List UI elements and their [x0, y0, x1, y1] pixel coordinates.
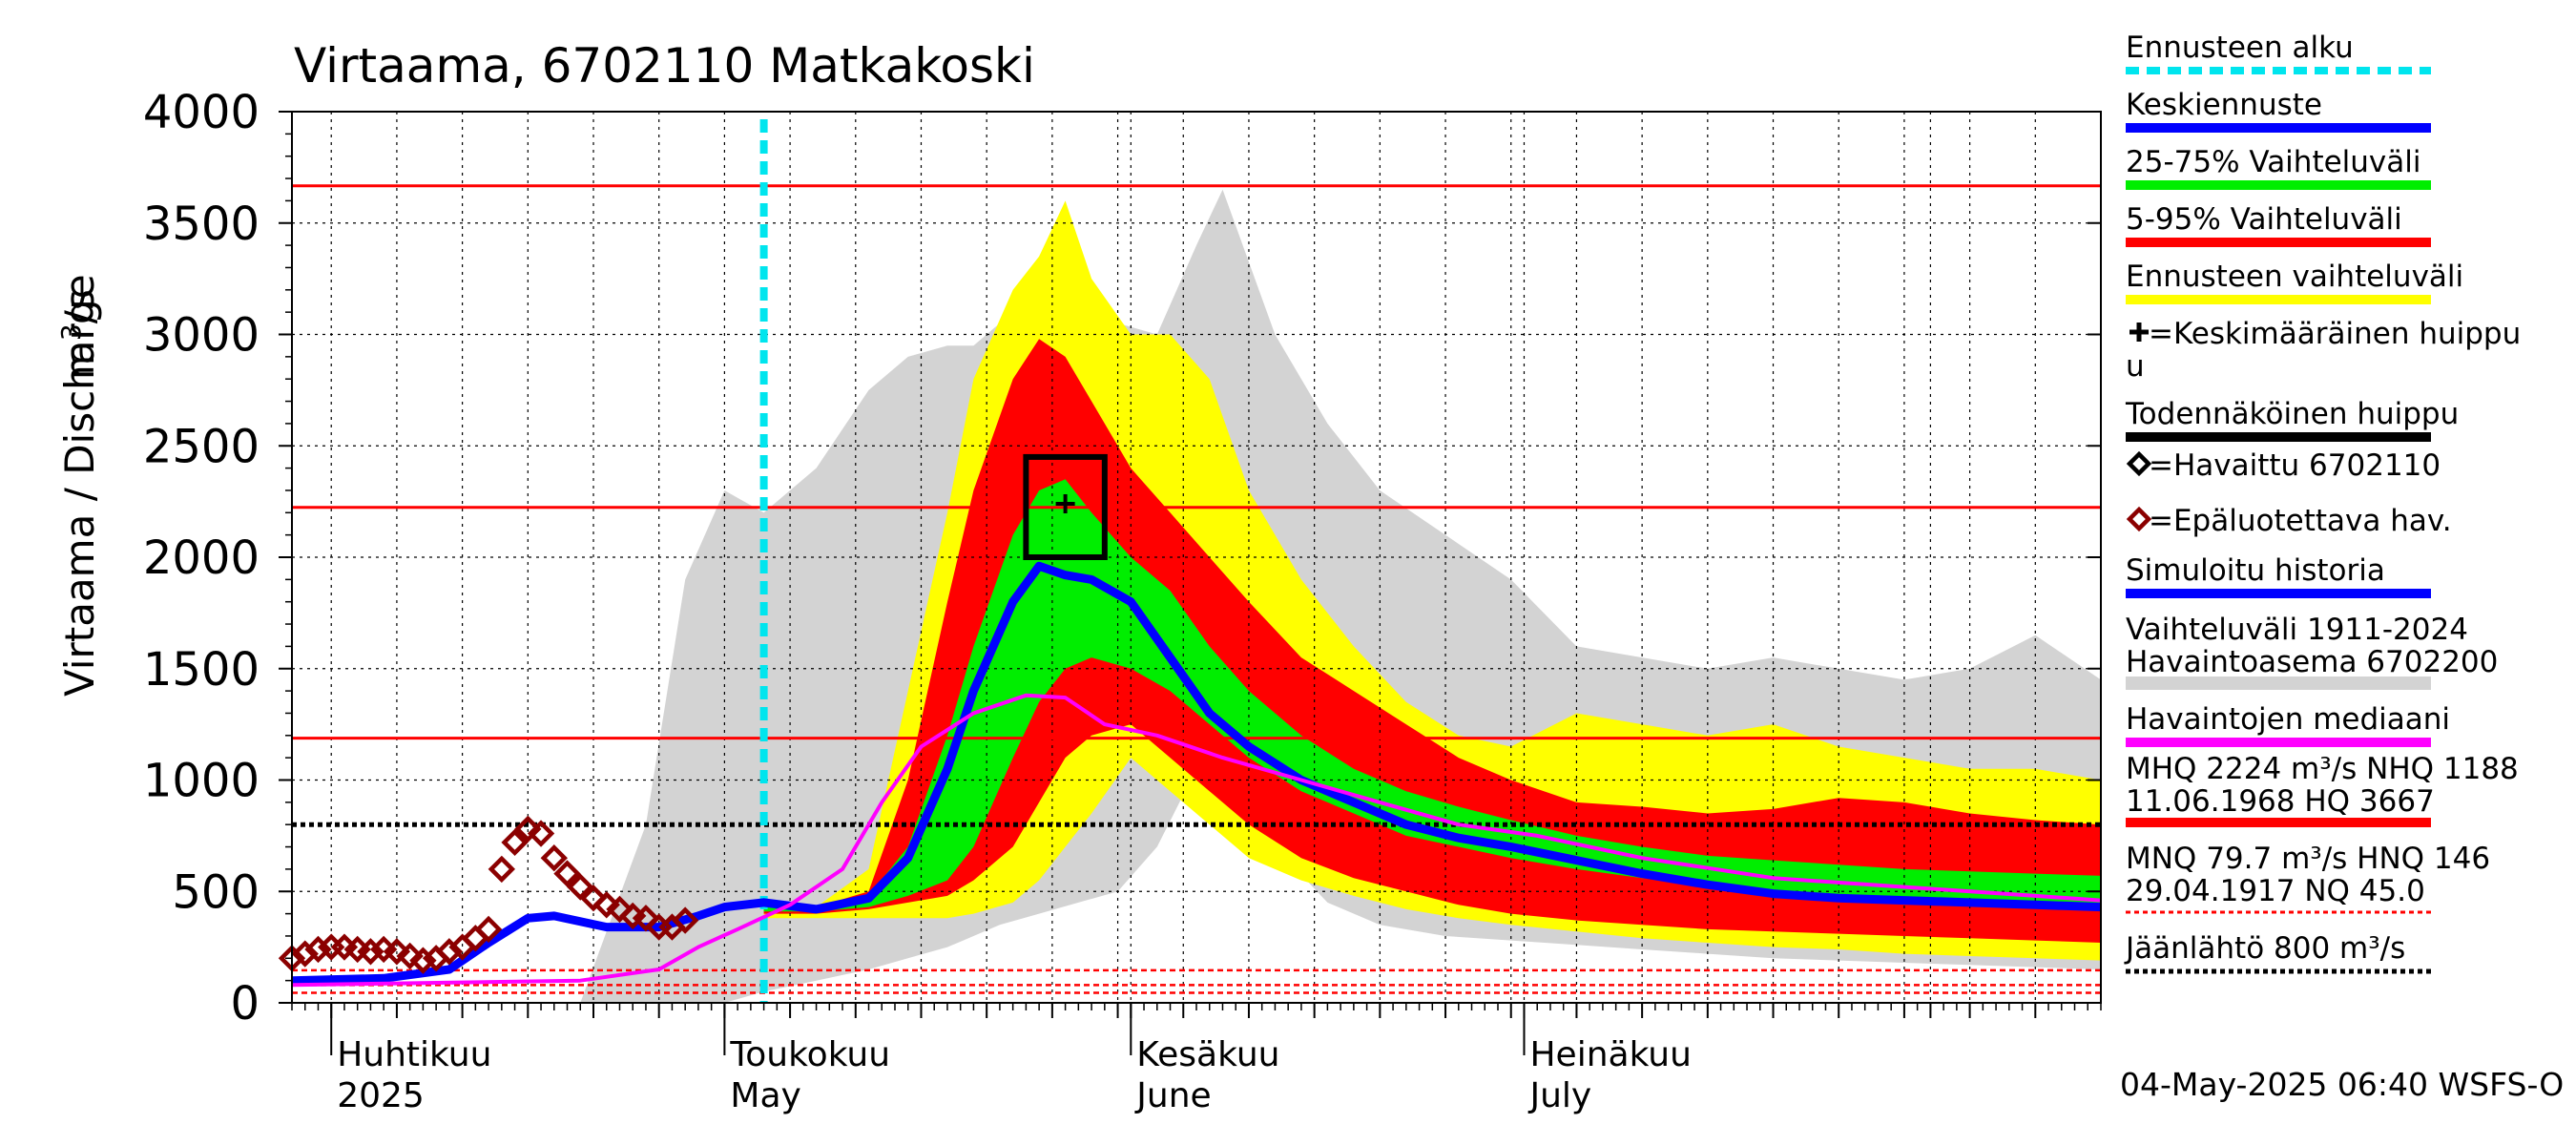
lines-layer — [292, 561, 2101, 988]
legend-label: =Havaittu 6702110 — [2149, 448, 2441, 483]
timestamp-label: 04-May-2025 06:40 WSFS-O — [2120, 1066, 2564, 1103]
legend-label: MHQ 2224 m³/s NHQ 1188 — [2126, 752, 2519, 786]
observation-point — [514, 815, 542, 843]
legend-label-wrap: u — [2126, 349, 2145, 384]
observation-point — [671, 906, 699, 934]
observation-point — [592, 891, 620, 919]
y-axis-label: Virtaama / Discharge — [56, 274, 103, 697]
mean-peak-marker — [1055, 493, 1075, 513]
legend-label: Keskiennuste — [2126, 88, 2322, 122]
legend-label: Vaihteluväli 1911-2024 — [2126, 613, 2468, 647]
legend-label-2: 11.06.1968 HQ 3667 — [2126, 784, 2435, 819]
legend-item-9: Simuloitu historia — [2126, 553, 2431, 598]
legend-label: =Epäluotettava hav. — [2149, 504, 2452, 538]
observation-point — [632, 905, 660, 932]
y-tick-label: 4000 — [143, 86, 260, 139]
y-tick-label: 1500 — [143, 643, 260, 697]
observation-point — [567, 873, 594, 901]
series-line-2 — [292, 693, 2101, 988]
axes-layer — [279, 111, 2102, 1055]
x-month-label-fi: Toukokuu — [729, 1035, 890, 1074]
y-tick-label: 2000 — [143, 531, 260, 585]
legend-item-11: Havaintojen mediaani — [2126, 702, 2450, 747]
legend-label: Ennusteen vaihteluväli — [2126, 260, 2463, 294]
legend-label-2: Havaintoasema 6702200 — [2126, 645, 2498, 679]
y-tick-label: 1000 — [143, 755, 260, 808]
band-2 — [763, 339, 2101, 943]
x-month-label-fi: Heinäkuu — [1529, 1035, 1691, 1074]
observation-point — [474, 915, 503, 944]
observation-point — [553, 860, 581, 887]
x-month-label-en: 2025 — [337, 1076, 425, 1115]
x-month-label-fi: Huhtikuu — [337, 1035, 491, 1074]
observation-point — [409, 947, 437, 974]
legend-label: Havaintojen mediaani — [2126, 702, 2450, 737]
likely-peak-box — [1023, 453, 1108, 560]
series-line-1 — [292, 898, 769, 986]
text-layer: Virtaama, 6702110 Matkakoski 04-May-2025… — [55, 38, 2564, 1115]
legend-item-0: Ennusteen alku — [2126, 31, 2431, 74]
observation-point — [396, 942, 424, 970]
legend-label: 5-95% Vaihteluväli — [2126, 202, 2402, 237]
legend-item-10: Vaihteluväli 1911-2024 Havaintoasema 670… — [2126, 613, 2498, 690]
y-tick-label: 3000 — [143, 309, 260, 363]
observation-point — [383, 938, 411, 966]
x-month-label-en: May — [730, 1076, 800, 1115]
y-tick-label: 500 — [172, 865, 260, 919]
series-line-0 — [759, 561, 2101, 914]
x-month-label-en: July — [1527, 1076, 1591, 1115]
legend-plus-icon — [2129, 323, 2149, 342]
points-layer — [278, 453, 1108, 974]
legend-diamond-icon — [2126, 450, 2152, 477]
observation-point — [527, 820, 555, 847]
y-tick-label: 2500 — [143, 420, 260, 473]
y-tick-label: 3500 — [143, 198, 260, 251]
legend-label-2: 29.04.1917 NQ 45.0 — [2126, 874, 2425, 908]
legend-item-14: Jäänlähtö 800 m³/s — [2124, 931, 2431, 974]
legend-label: Ennusteen alku — [2126, 31, 2354, 65]
x-month-label-fi: Kesäkuu — [1136, 1035, 1279, 1074]
y-axis-unit: m3/s — [55, 289, 103, 380]
legend-item-8: =Epäluotettava hav. — [2126, 504, 2452, 538]
y-tick-label: 0 — [230, 977, 260, 1030]
observation-point — [304, 935, 332, 964]
reference-lines-layer — [292, 119, 2101, 1003]
legend-label: MNQ 79.7 m³/s HNQ 146 — [2126, 842, 2490, 876]
x-month-label-en: June — [1134, 1076, 1211, 1115]
legend-label: Jäänlähtö 800 m³/s — [2124, 931, 2405, 966]
band-1 — [763, 200, 2101, 961]
observation-point — [579, 885, 608, 912]
legend-label: Simuloitu historia — [2126, 553, 2385, 588]
observation-point — [606, 895, 634, 924]
legend-item-2: 25-75% Vaihteluväli — [2126, 145, 2431, 190]
legend-label: =Keskimääräinen huippu — [2149, 317, 2521, 351]
legend-item-3: 5-95% Vaihteluväli — [2126, 202, 2431, 247]
legend-item-1: Keskiennuste — [2126, 88, 2431, 133]
observation-point — [291, 940, 319, 968]
observation-point — [488, 855, 516, 884]
legend-label: Todennäköinen huippu — [2125, 397, 2459, 431]
legend-item-4: Ennusteen vaihteluväli — [2126, 260, 2463, 304]
legend-label: 25-75% Vaihteluväli — [2126, 145, 2421, 179]
chart-title: Virtaama, 6702110 Matkakoski — [294, 38, 1035, 94]
legend-item-7: =Havaittu 6702110 — [2126, 448, 2441, 483]
observation-point — [435, 938, 464, 966]
legend-item-6: Todennäköinen huippu — [2125, 397, 2459, 442]
observation-point — [540, 844, 568, 872]
legend: Ennusteen alku Keskiennuste 25-75% Vaihtel… — [2124, 31, 2521, 974]
observation-point — [501, 828, 529, 857]
observation-point — [357, 938, 384, 966]
legend-diamond-icon — [2126, 506, 2152, 532]
